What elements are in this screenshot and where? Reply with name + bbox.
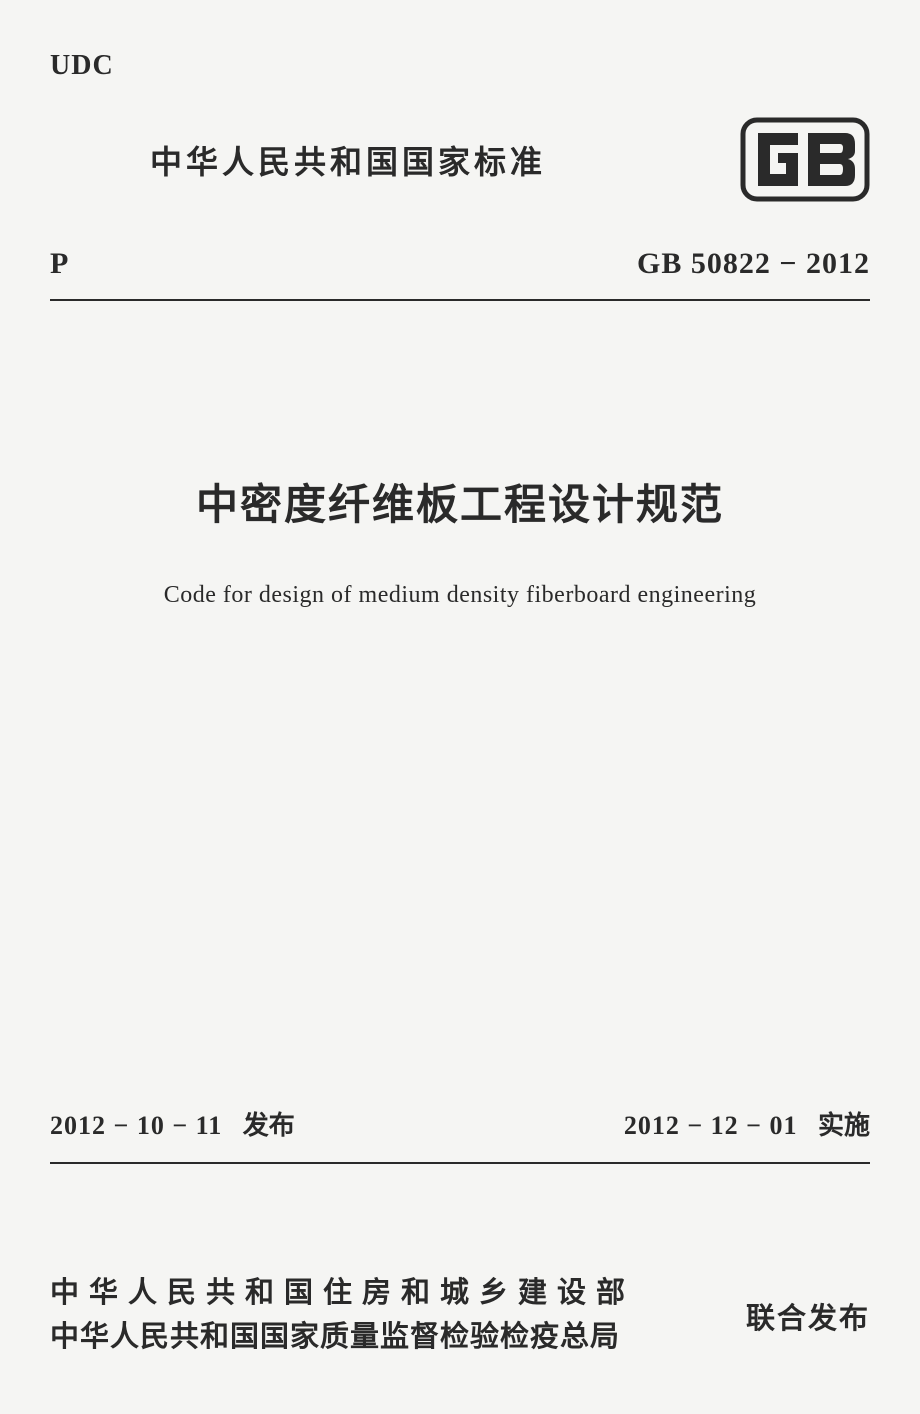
effective-date-item: 2012 − 12 − 01 实施 <box>624 1105 870 1142</box>
code-row: P GB 50822 − 2012 <box>50 247 870 301</box>
publish-label: 发布 <box>243 1111 295 1140</box>
publisher-names: 中华人民共和国住房和城乡建设部 中华人民共和国国家质量监督检验检疫总局 <box>50 1272 635 1359</box>
header-row: 中华人民共和国国家标准 <box>50 117 870 202</box>
udc-label: UDC <box>50 50 870 82</box>
p-label: P <box>50 247 68 281</box>
publish-date-item: 2012 − 10 − 11 发布 <box>50 1105 295 1142</box>
effective-date: 2012 − 12 − 01 <box>624 1111 798 1140</box>
title-chinese: 中密度纤维板工程设计规范 <box>50 471 870 532</box>
publisher-line1: 中华人民共和国住房和城乡建设部 <box>50 1272 635 1316</box>
publisher-section: 中华人民共和国住房和城乡建设部 中华人民共和国国家质量监督检验检疫总局 联合发布 <box>50 1272 870 1359</box>
title-english: Code for design of medium density fiberb… <box>50 582 870 609</box>
gb-code: GB 50822 − 2012 <box>637 247 870 281</box>
header-section: UDC 中华人民共和国国家标准 P GB 50822 − 2012 <box>50 50 870 301</box>
joint-publish: 联合发布 <box>746 1295 870 1337</box>
title-section: 中密度纤维板工程设计规范 Code for design of medium d… <box>50 471 870 609</box>
dates-row: 2012 − 10 − 11 发布 2012 − 12 − 01 实施 <box>50 1105 870 1164</box>
gb-logo-icon <box>740 117 870 202</box>
gb-logo <box>740 117 870 202</box>
effective-label: 实施 <box>818 1111 870 1140</box>
publisher-line2: 中华人民共和国国家质量监督检验检疫总局 <box>50 1316 635 1360</box>
national-standard-text: 中华人民共和国国家标准 <box>150 137 546 183</box>
publish-date: 2012 − 10 − 11 <box>50 1111 222 1140</box>
